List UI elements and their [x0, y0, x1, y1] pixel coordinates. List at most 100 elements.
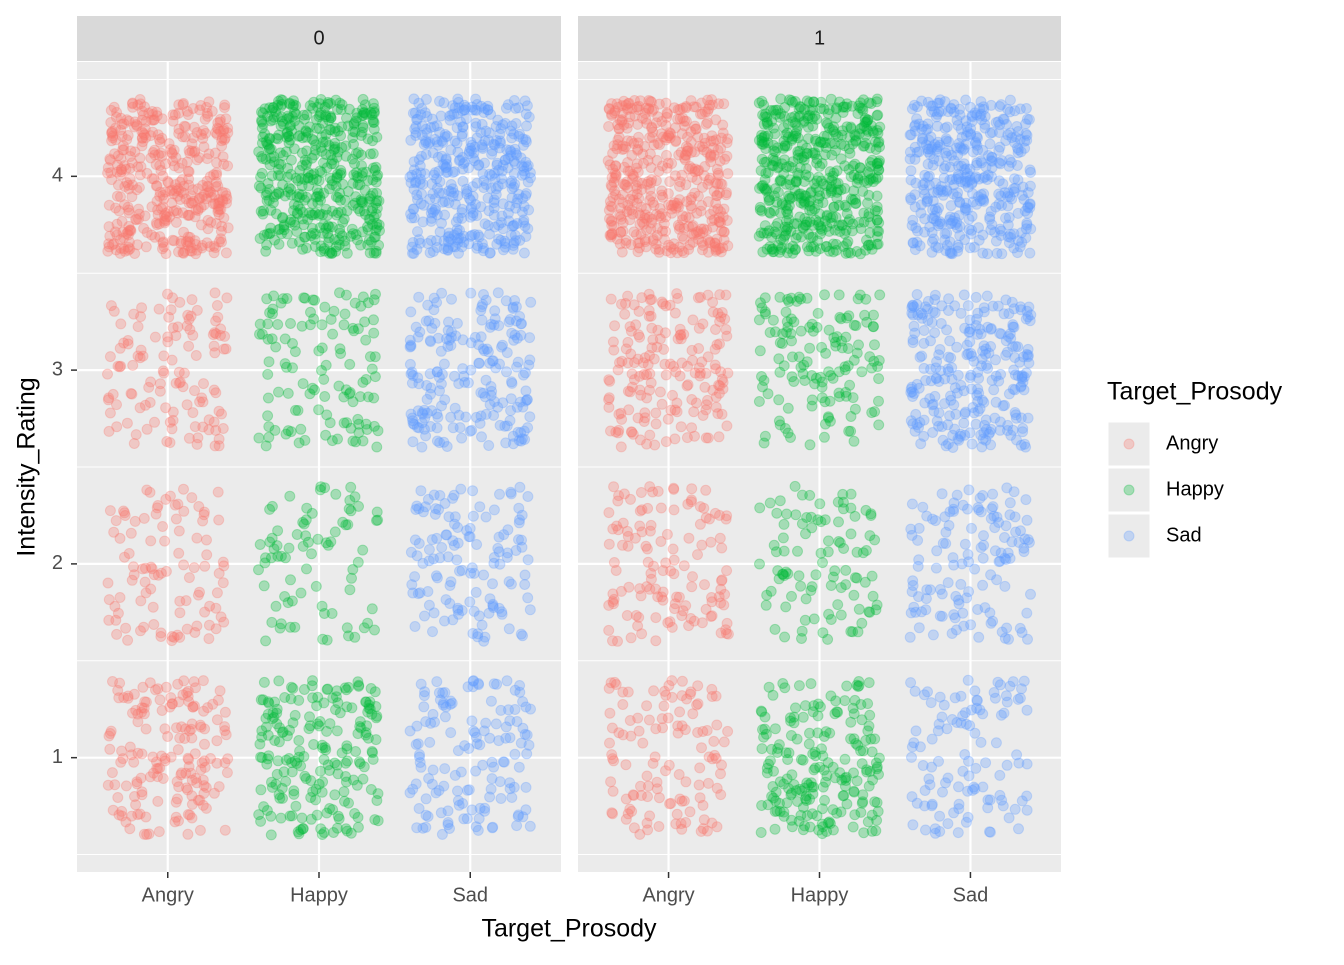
point [610, 106, 620, 116]
point [915, 742, 925, 752]
point [493, 402, 503, 412]
point [408, 437, 418, 447]
point [453, 523, 463, 533]
point [110, 780, 120, 790]
point [146, 377, 156, 387]
point [280, 592, 290, 602]
point [926, 336, 936, 346]
point [720, 314, 730, 324]
point [668, 390, 678, 400]
point [755, 503, 765, 513]
point [754, 397, 764, 407]
point [841, 580, 851, 590]
point [940, 512, 950, 522]
point [755, 202, 765, 212]
point [420, 611, 430, 621]
point [289, 789, 299, 799]
point [811, 136, 821, 146]
point [261, 636, 271, 646]
point [502, 676, 512, 686]
point [796, 581, 806, 591]
point [513, 811, 523, 821]
point [508, 244, 518, 254]
point [438, 159, 448, 169]
point [422, 394, 432, 404]
point [846, 503, 856, 513]
point [198, 397, 208, 407]
point [316, 766, 326, 776]
point [115, 678, 125, 688]
point [274, 239, 284, 249]
point [175, 608, 185, 618]
point [811, 570, 821, 580]
point [670, 434, 680, 444]
point [820, 795, 830, 805]
point [211, 177, 221, 187]
point [481, 718, 491, 728]
point [967, 523, 977, 533]
point [465, 597, 475, 607]
point [867, 408, 877, 418]
point [649, 686, 659, 696]
point [807, 395, 817, 405]
point [196, 765, 206, 775]
point [508, 431, 518, 441]
point [488, 579, 498, 589]
point [118, 754, 128, 764]
point [447, 294, 457, 304]
point [475, 502, 485, 512]
point [780, 222, 790, 232]
point [168, 110, 178, 120]
point [795, 102, 805, 112]
point [283, 127, 293, 137]
point [866, 734, 876, 744]
point [919, 326, 929, 336]
point [790, 112, 800, 122]
point [644, 289, 654, 299]
point [771, 222, 781, 232]
point [826, 186, 836, 196]
point [116, 113, 126, 123]
point [487, 386, 497, 396]
point [520, 435, 530, 445]
point [450, 512, 460, 522]
point [870, 535, 880, 545]
point [604, 375, 614, 385]
point [943, 420, 953, 430]
point [785, 175, 795, 185]
point [141, 133, 151, 143]
point [177, 768, 187, 778]
point [845, 380, 855, 390]
point [265, 537, 275, 547]
point [718, 243, 728, 253]
point [523, 555, 533, 565]
point [113, 793, 123, 803]
point [430, 134, 440, 144]
point [189, 563, 199, 573]
point [765, 328, 775, 338]
point [715, 510, 725, 520]
point [502, 348, 512, 358]
point [298, 244, 308, 254]
point [989, 385, 999, 395]
point [279, 767, 289, 777]
point [489, 168, 499, 178]
point [779, 811, 789, 821]
point [608, 754, 618, 764]
point [189, 122, 199, 132]
point [445, 111, 455, 121]
point [217, 136, 227, 146]
point [471, 766, 481, 776]
point [839, 102, 849, 112]
point [793, 546, 803, 556]
point [796, 362, 806, 372]
point [933, 726, 943, 736]
point [867, 747, 877, 757]
point [345, 585, 355, 595]
point [850, 573, 860, 583]
point [371, 198, 381, 208]
point [755, 559, 765, 569]
point [285, 491, 295, 501]
point [358, 123, 368, 133]
point [806, 188, 816, 198]
